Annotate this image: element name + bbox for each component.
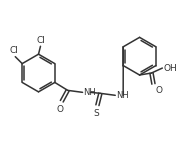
Text: O: O — [56, 105, 63, 114]
Text: Cl: Cl — [36, 36, 45, 45]
Text: NH: NH — [116, 91, 129, 100]
Text: O: O — [155, 86, 162, 95]
Text: OH: OH — [163, 64, 177, 73]
Text: S: S — [94, 109, 99, 118]
Text: Cl: Cl — [10, 46, 19, 55]
Text: NH: NH — [84, 88, 96, 97]
